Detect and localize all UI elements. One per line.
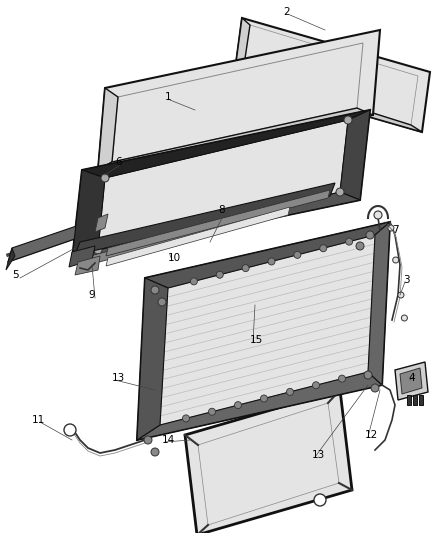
Circle shape xyxy=(313,494,325,506)
Circle shape xyxy=(392,257,398,263)
Text: 13: 13 xyxy=(311,450,325,460)
Circle shape xyxy=(216,271,223,278)
Circle shape xyxy=(343,116,351,124)
Circle shape xyxy=(208,408,215,415)
Circle shape xyxy=(182,415,189,422)
Text: 14: 14 xyxy=(162,435,175,445)
Polygon shape xyxy=(72,170,105,260)
Polygon shape xyxy=(159,235,374,425)
Polygon shape xyxy=(98,88,118,170)
Text: 13: 13 xyxy=(112,373,125,383)
Polygon shape xyxy=(233,18,429,132)
Circle shape xyxy=(190,278,197,285)
Polygon shape xyxy=(106,190,329,256)
Circle shape xyxy=(335,188,343,196)
Circle shape xyxy=(94,246,102,254)
Polygon shape xyxy=(80,207,279,267)
Circle shape xyxy=(365,231,373,239)
Polygon shape xyxy=(367,222,389,385)
Bar xyxy=(418,395,422,405)
Polygon shape xyxy=(98,108,372,170)
Polygon shape xyxy=(184,390,351,533)
Text: 1: 1 xyxy=(165,92,171,102)
Circle shape xyxy=(286,389,293,395)
Bar xyxy=(406,395,410,405)
Text: 6: 6 xyxy=(115,157,121,167)
Polygon shape xyxy=(8,218,100,262)
Polygon shape xyxy=(399,368,421,394)
Circle shape xyxy=(319,245,326,252)
Polygon shape xyxy=(82,110,369,178)
Circle shape xyxy=(234,402,241,409)
Circle shape xyxy=(363,371,371,379)
Text: 7: 7 xyxy=(391,225,398,235)
Text: 12: 12 xyxy=(364,430,378,440)
Text: 2: 2 xyxy=(283,7,289,17)
Circle shape xyxy=(400,315,406,321)
Circle shape xyxy=(151,286,159,294)
Polygon shape xyxy=(233,18,249,78)
Text: 4: 4 xyxy=(407,373,413,383)
Polygon shape xyxy=(98,30,379,170)
Circle shape xyxy=(158,298,166,306)
Polygon shape xyxy=(75,183,334,255)
Polygon shape xyxy=(198,403,338,525)
Text: 15: 15 xyxy=(249,335,263,345)
Circle shape xyxy=(370,384,378,392)
Polygon shape xyxy=(233,72,421,132)
Bar xyxy=(412,395,416,405)
Polygon shape xyxy=(98,120,347,250)
Polygon shape xyxy=(339,110,369,200)
Text: 5: 5 xyxy=(12,270,18,280)
Text: 8: 8 xyxy=(218,205,224,215)
Circle shape xyxy=(312,382,319,389)
Polygon shape xyxy=(137,278,168,440)
Circle shape xyxy=(151,448,159,456)
Text: 3: 3 xyxy=(402,275,409,285)
Polygon shape xyxy=(72,110,369,260)
Polygon shape xyxy=(106,207,290,266)
Circle shape xyxy=(338,375,345,382)
Polygon shape xyxy=(72,192,359,260)
Circle shape xyxy=(373,211,381,219)
Circle shape xyxy=(260,395,267,402)
Polygon shape xyxy=(95,214,108,232)
Text: 10: 10 xyxy=(168,253,181,263)
Polygon shape xyxy=(137,222,389,440)
Circle shape xyxy=(242,264,248,272)
Circle shape xyxy=(387,225,393,231)
Polygon shape xyxy=(394,362,427,400)
Polygon shape xyxy=(6,248,15,270)
Circle shape xyxy=(345,238,352,245)
Polygon shape xyxy=(75,256,100,275)
Polygon shape xyxy=(69,246,95,267)
Circle shape xyxy=(397,292,403,298)
Circle shape xyxy=(144,436,152,444)
Polygon shape xyxy=(137,372,381,440)
Circle shape xyxy=(101,174,109,182)
Polygon shape xyxy=(145,222,389,288)
Circle shape xyxy=(355,242,363,250)
Circle shape xyxy=(267,258,274,265)
Circle shape xyxy=(293,252,300,259)
Polygon shape xyxy=(243,25,417,125)
Text: 9: 9 xyxy=(88,290,95,300)
Text: 11: 11 xyxy=(32,415,45,425)
Circle shape xyxy=(64,424,76,436)
Polygon shape xyxy=(112,43,362,162)
